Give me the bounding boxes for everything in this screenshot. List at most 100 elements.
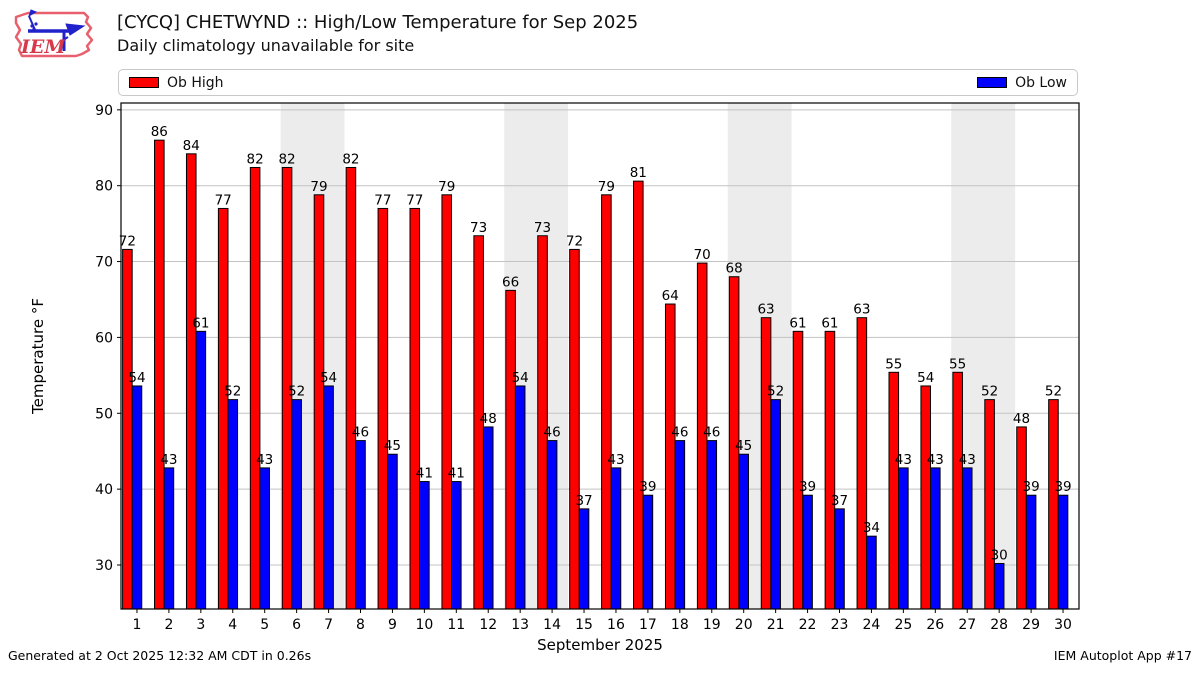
legend-label-ob-low: Ob Low (1015, 74, 1067, 91)
x-tick-label: 15 (575, 617, 593, 633)
bar-low (546, 440, 558, 610)
bar-high-label: 61 (821, 315, 838, 331)
bar-low (993, 562, 1005, 610)
y-tick-label: 70 (95, 255, 113, 271)
chart-legend: Ob High Ob Low (118, 69, 1078, 96)
bar-low-label: 34 (863, 520, 880, 536)
x-tick-label: 8 (356, 617, 365, 633)
y-tick-label: 80 (95, 179, 113, 195)
bar-low-label: 41 (448, 466, 465, 482)
bar-high-label: 52 (981, 384, 998, 400)
bar-high-label: 55 (949, 356, 966, 372)
bar-high (824, 330, 836, 610)
x-tick-label: 12 (479, 617, 497, 633)
x-tick-label: 2 (164, 617, 173, 633)
bar-low (802, 494, 813, 610)
bar-high-label: 73 (470, 220, 487, 236)
bar-low (387, 453, 398, 610)
ob-low-swatch-icon (977, 77, 1008, 88)
legend-label-ob-high: Ob High (167, 74, 224, 91)
bar-high-label: 72 (566, 233, 583, 249)
bar-high (185, 153, 197, 610)
bar-low (642, 494, 654, 610)
bar-high-label: 77 (374, 192, 391, 208)
x-tick-label: 28 (990, 617, 1008, 633)
y-tick-label: 40 (95, 482, 113, 498)
bar-low-label: 54 (320, 370, 337, 386)
ob-high-swatch-icon (129, 77, 159, 88)
bar-low (451, 481, 462, 610)
bar-low-label: 30 (991, 547, 1008, 563)
bar-high-label: 54 (917, 370, 934, 386)
bar-high (664, 303, 676, 610)
bar-high-label: 63 (757, 302, 774, 318)
bar-high-label: 72 (119, 233, 136, 249)
x-tick-label: 22 (799, 617, 817, 633)
bar-high-label: 82 (247, 151, 264, 167)
bar-high (1048, 399, 1059, 610)
bar-high-label: 82 (342, 151, 359, 167)
bar-low-label: 43 (607, 452, 624, 468)
bar-high (601, 194, 612, 610)
bar-high-label: 52 (1045, 384, 1062, 400)
bar-low-label: 43 (895, 452, 912, 468)
bar-low-label: 61 (192, 315, 209, 331)
x-tick-label: 11 (447, 617, 465, 633)
bar-high (952, 371, 963, 610)
bar-low-label: 39 (1023, 479, 1040, 495)
bar-high (313, 194, 325, 610)
bar-low (419, 481, 430, 610)
page-title: [CYCQ] CHETWYND :: High/Low Temperature … (117, 12, 639, 33)
bar-high-label: 86 (151, 124, 168, 140)
y-tick-label: 30 (95, 558, 113, 574)
x-tick-label: 9 (388, 617, 397, 633)
bar-low (770, 399, 781, 610)
bar-low (866, 535, 877, 610)
x-tick-label: 21 (767, 617, 785, 633)
bar-high-label: 70 (694, 247, 711, 263)
weather-station-glyph (28, 9, 86, 51)
bar-high-label: 79 (310, 179, 327, 195)
bar-low (610, 467, 622, 610)
y-tick-label: 60 (95, 330, 113, 346)
x-tick-label: 26 (926, 617, 944, 633)
bar-low-label: 54 (512, 370, 529, 386)
bar-high (217, 207, 229, 610)
x-tick-label: 6 (292, 617, 301, 633)
bar-high (856, 317, 868, 610)
bar-high (569, 248, 580, 610)
bar-low-label: 39 (1054, 479, 1071, 495)
plot-border (120, 102, 1080, 610)
y-tick-label: 50 (95, 406, 113, 422)
bar-low (930, 467, 941, 610)
bar-low-label: 52 (224, 384, 241, 400)
bar-high (888, 371, 900, 610)
x-tick-label: 30 (1054, 617, 1072, 633)
bar-high-label: 64 (662, 288, 679, 304)
autoplot-credit: IEM Autoplot App #17 (1053, 648, 1192, 663)
bar-low (163, 467, 175, 610)
x-tick-label: 5 (260, 617, 269, 633)
bar-high (505, 289, 516, 610)
bar-low (1057, 494, 1069, 610)
bar-low-label: 43 (160, 452, 177, 468)
x-tick-label: 24 (863, 617, 881, 633)
bar-low (131, 385, 143, 610)
bar-low (259, 467, 270, 610)
x-tick-label: 20 (735, 617, 753, 633)
x-tick-label: 16 (607, 617, 625, 633)
bar-high (537, 235, 548, 610)
bar-high (122, 248, 133, 610)
bar-high (920, 385, 932, 610)
bar-low (323, 385, 334, 610)
bar-low (706, 440, 718, 610)
iem-logo-icon: IEM (14, 9, 94, 58)
bar-high (345, 166, 357, 610)
x-tick-label: 14 (543, 617, 561, 633)
bar-high (792, 330, 804, 610)
bar-high-label: 84 (183, 138, 200, 154)
bar-low (514, 385, 526, 610)
bar-low-label: 48 (480, 411, 497, 427)
x-tick-label: 3 (196, 617, 205, 633)
bar-high-label: 77 (406, 192, 423, 208)
